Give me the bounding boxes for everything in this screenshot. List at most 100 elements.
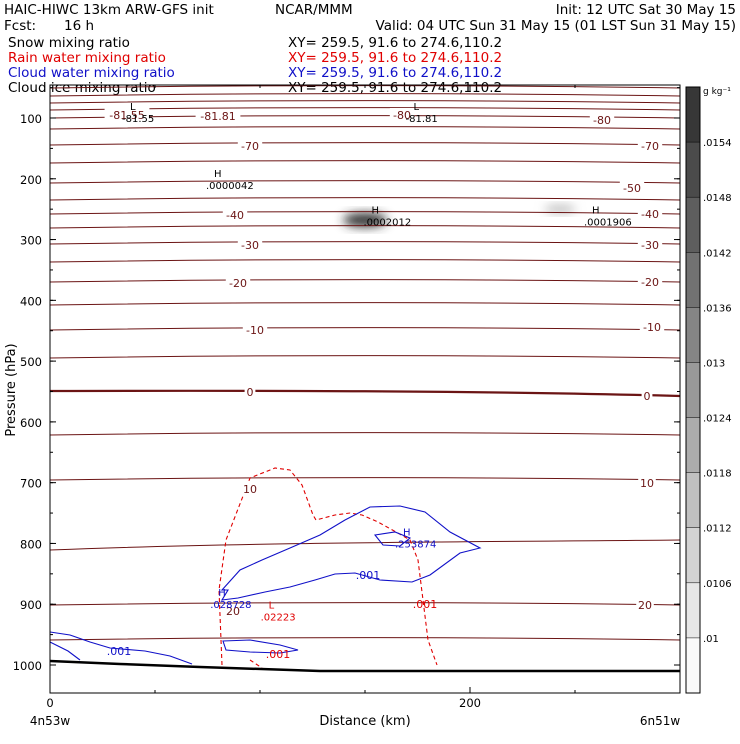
colorbar-tick-label: .0106 — [703, 579, 732, 590]
label-bg — [104, 108, 150, 120]
colorbar-tick-label: .0124 — [703, 414, 732, 425]
y-tick-label: 1000 — [13, 659, 42, 673]
header-forecast-label: Fcst: — [4, 18, 36, 34]
extremum-mark: H — [592, 205, 600, 216]
label-bg — [637, 207, 663, 219]
label-bg — [619, 181, 645, 193]
extremum-mark: L — [130, 102, 136, 113]
label-bg — [222, 208, 248, 220]
colorbar-swatch — [686, 142, 700, 198]
isotherm-label: -70 — [241, 140, 259, 153]
mixing-ratio-contour-label: .001 — [107, 645, 132, 658]
isotherm-label: 0 — [644, 390, 651, 403]
isotherm-line — [50, 259, 680, 263]
isotherm-line — [50, 211, 680, 215]
field-xy: XY= 259.5, 91.6 to 274.6,110.2 — [288, 80, 502, 96]
isotherm-line — [50, 602, 680, 606]
y-tick-label: 300 — [20, 234, 42, 248]
right-endpoint-label: 6n51w — [640, 714, 681, 728]
label-bg — [389, 108, 415, 120]
plot-frame — [49, 84, 681, 694]
cloud-water-contour — [220, 505, 482, 601]
label-bg — [639, 320, 665, 332]
label-bg — [244, 385, 256, 397]
mixing-ratio-contour-label: .001 — [356, 569, 381, 582]
colorbar-swatch — [686, 307, 700, 363]
isotherm-line — [50, 126, 680, 130]
rain-contour — [249, 659, 263, 669]
isotherm-label: 20 — [638, 599, 652, 612]
extremum-mark: L — [414, 102, 420, 113]
colorbar-frame — [685, 86, 701, 694]
isotherm-label: 20 — [226, 605, 240, 618]
y-tick-label: 200 — [20, 173, 42, 187]
colorbar-tick-label: .013 — [703, 358, 725, 369]
isotherm-line — [50, 637, 680, 641]
mixing-ratio-contour-label: .001 — [413, 598, 438, 611]
extremum-value: .0002012 — [364, 217, 412, 228]
isotherm-label: -81.81 — [200, 110, 235, 123]
colorbar-tick-label: .01 — [703, 634, 719, 645]
snow-max-shading — [343, 213, 387, 227]
isotherm-line — [50, 477, 680, 481]
isotherm-line — [50, 180, 680, 184]
colorbar-tick-label: .0148 — [703, 193, 732, 204]
y-axis-label: Pressure (hPa) — [4, 343, 19, 436]
colorbar-tick-label: .0112 — [703, 524, 732, 535]
colorbar-tick-label: .0154 — [703, 138, 732, 149]
isotherm-label: -20 — [229, 277, 247, 290]
isotherm-line — [50, 225, 680, 229]
isotherm-label: 10 — [243, 483, 257, 496]
label-bg — [637, 275, 663, 287]
extremum-mark: L — [269, 600, 275, 611]
field-name: Rain water mixing ratio — [8, 50, 166, 66]
label-bg — [224, 604, 242, 616]
isotherm-line — [50, 355, 680, 359]
label-bg — [237, 139, 263, 151]
cloud-water-contour — [373, 531, 412, 547]
y-tick-label: 500 — [20, 355, 42, 369]
label-bg — [636, 598, 654, 610]
isotherm-label: -80 — [593, 114, 611, 127]
isotherm-label: -40 — [641, 208, 659, 221]
colorbar-swatch — [686, 417, 700, 474]
colorbar-swatch — [686, 637, 700, 694]
header-init-time: Init: 12 UTC Sat 30 May 15 — [556, 2, 736, 18]
label-bg — [589, 113, 615, 125]
isotherm-line — [50, 279, 680, 283]
x-tick-label: 0 — [46, 696, 53, 710]
extremum-value: .253874 — [395, 539, 436, 550]
extremum-mark: H — [372, 205, 380, 216]
isotherm-label: -50 — [623, 182, 641, 195]
isotherm-line — [50, 197, 680, 201]
header-valid-time: Valid: 04 UTC Sun 31 May 15 (01 LST Sun … — [376, 18, 736, 34]
left-endpoint-label: 4n53w — [30, 714, 71, 728]
extremum-mark: H — [403, 527, 411, 538]
isotherm-line — [50, 432, 680, 436]
colorbar-swatch — [686, 362, 700, 419]
extremum-mark: H — [214, 169, 222, 180]
mixing-ratio-contour-label: .001 — [266, 648, 291, 661]
extremum-value: .0000042 — [206, 181, 254, 192]
header-model-title: HAIC-HIWC 13km ARW-GFS init — [4, 2, 214, 18]
snow-secondary-shading — [544, 205, 576, 213]
label-bg — [237, 238, 263, 250]
isotherm-label: -20 — [641, 276, 659, 289]
label-bg — [225, 276, 251, 288]
header-institution: NCAR/MMM — [275, 2, 353, 18]
isotherm-label: -70 — [641, 140, 659, 153]
extremum-value: .02223 — [261, 612, 296, 623]
label-bg — [638, 476, 656, 488]
colorbar-unit: g kg⁻¹ — [703, 87, 731, 97]
extremum-mark: H — [218, 588, 226, 599]
isotherm-line — [50, 100, 680, 104]
isotherm-label: -81.55 — [109, 109, 144, 122]
isotherm-line — [50, 302, 680, 306]
terrain-line — [50, 659, 680, 673]
colorbar-swatch — [686, 252, 700, 308]
isotherm-line — [50, 93, 680, 97]
field-name: Cloud water mixing ratio — [8, 65, 175, 81]
colorbar-swatch — [686, 527, 700, 584]
isotherm-label: -30 — [641, 239, 659, 252]
